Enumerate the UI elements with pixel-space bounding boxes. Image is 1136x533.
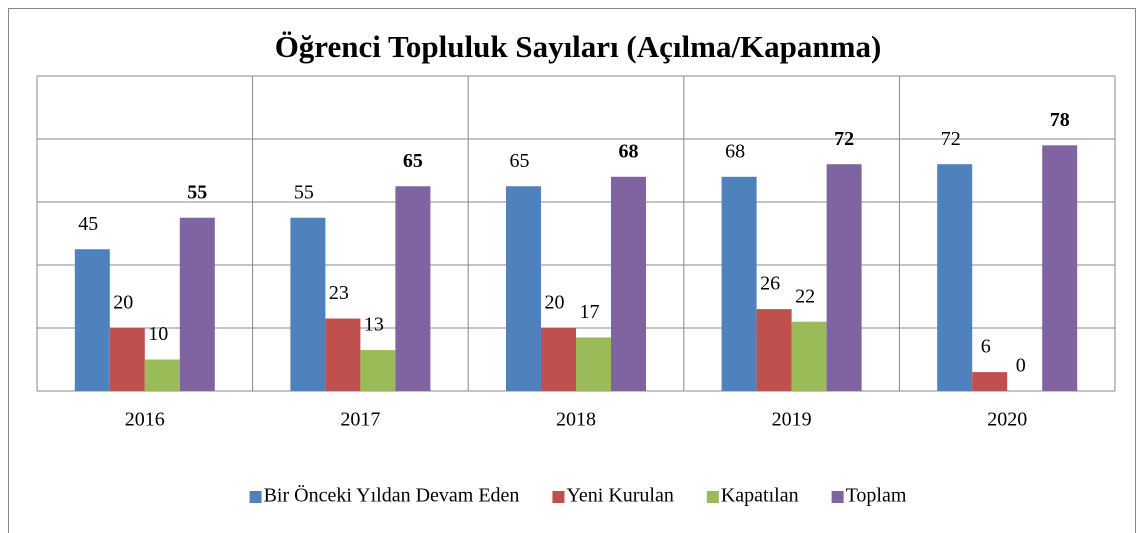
legend-label: Yeni Kurulan xyxy=(566,485,673,507)
data-label: 0 xyxy=(1016,355,1026,377)
data-label: 23 xyxy=(329,282,349,304)
data-label: 72 xyxy=(834,128,854,150)
data-label: 10 xyxy=(148,323,168,345)
bar xyxy=(74,249,110,391)
data-label: 45 xyxy=(78,213,98,235)
data-label: 55 xyxy=(294,181,314,203)
chart-title: Öğrenci Topluluk Sayıları (Açılma/Kapanm… xyxy=(275,29,882,64)
legend-swatch xyxy=(249,491,262,503)
bar xyxy=(395,186,431,391)
data-label: 55 xyxy=(187,181,207,203)
data-label: 78 xyxy=(1050,109,1070,131)
legend-label: Kapatılan xyxy=(721,485,799,507)
data-label: 68 xyxy=(619,140,639,162)
bar xyxy=(576,337,611,391)
x-tick-label: 2016 xyxy=(125,409,165,431)
data-label: 13 xyxy=(364,314,384,336)
legend-label: Toplam xyxy=(846,485,907,507)
bar xyxy=(721,176,757,391)
bar xyxy=(144,359,180,391)
x-tick-label: 2020 xyxy=(987,409,1027,431)
x-tick-label: 2018 xyxy=(556,409,596,431)
legend-swatch xyxy=(706,491,719,503)
data-label: 26 xyxy=(760,273,780,295)
bar xyxy=(541,328,576,391)
data-label: 22 xyxy=(795,285,815,307)
data-label: 65 xyxy=(403,150,423,172)
data-label: 20 xyxy=(113,292,133,314)
bar xyxy=(290,217,326,391)
data-label: 20 xyxy=(545,292,565,314)
data-label: 17 xyxy=(580,301,600,323)
bar xyxy=(756,309,792,391)
data-label: 6 xyxy=(981,336,991,358)
bar xyxy=(506,186,541,391)
bar xyxy=(179,217,215,391)
bar xyxy=(611,176,646,391)
legend-swatch xyxy=(552,491,565,503)
bar xyxy=(1042,145,1078,391)
x-tick-label: 2017 xyxy=(340,409,380,431)
data-label: 65 xyxy=(510,150,530,172)
bar xyxy=(360,350,396,391)
bar xyxy=(325,318,361,391)
bar xyxy=(826,164,862,391)
bar xyxy=(791,321,827,391)
data-label: 72 xyxy=(941,128,961,150)
legend-label: Bir Önceki Yıldan Devam Eden xyxy=(264,484,520,507)
bar xyxy=(937,164,973,391)
bar xyxy=(972,372,1008,391)
x-tick-label: 2019 xyxy=(772,409,812,431)
bar xyxy=(109,328,145,391)
legend-swatch xyxy=(831,491,844,503)
data-label: 68 xyxy=(725,140,745,162)
